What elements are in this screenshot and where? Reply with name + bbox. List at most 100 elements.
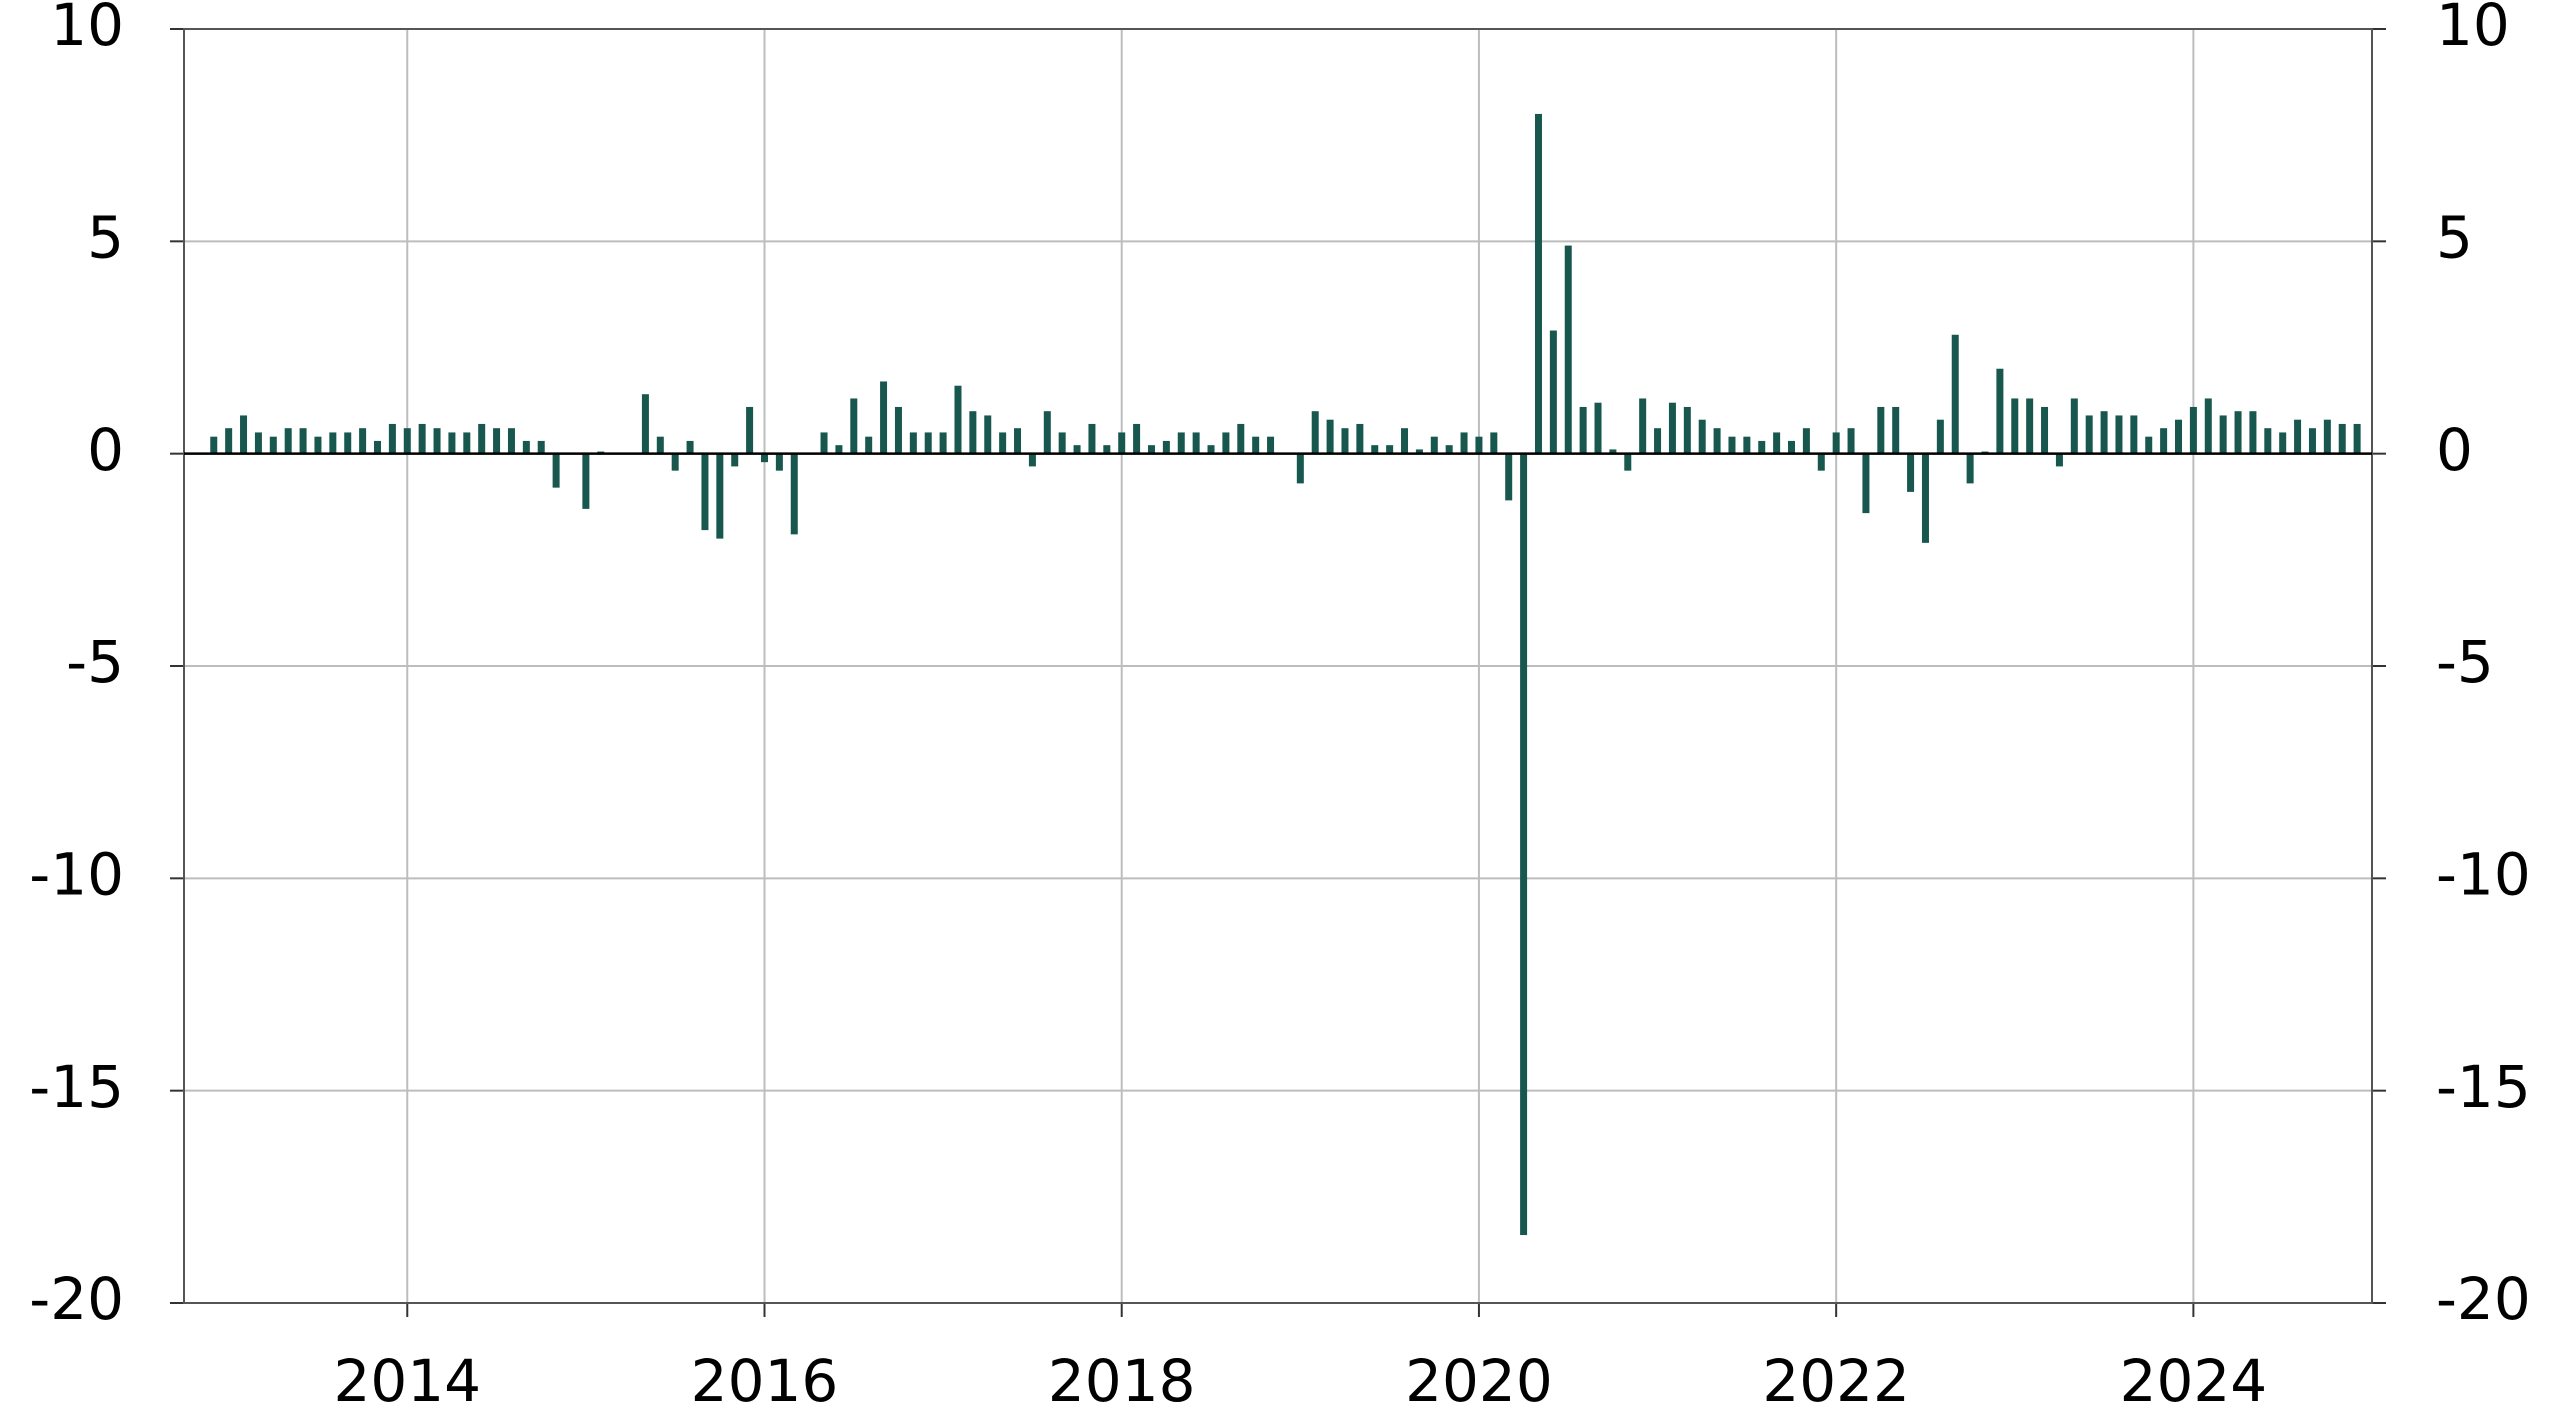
bar <box>939 432 947 454</box>
y-tick-label: 10 <box>50 0 124 59</box>
bar <box>686 440 694 454</box>
x-tick-label: 2022 <box>1762 1347 1910 1415</box>
bar <box>2308 428 2316 454</box>
bar <box>835 445 843 454</box>
y2-tick-label: -5 <box>2436 628 2494 696</box>
bar <box>2026 398 2034 454</box>
bar <box>1758 440 1766 454</box>
bar <box>1341 428 1349 454</box>
bar <box>1624 453 1632 471</box>
bar <box>1549 330 1557 454</box>
bar <box>1088 423 1096 454</box>
bar <box>1683 406 1691 454</box>
bar <box>2338 423 2346 454</box>
bar <box>388 423 396 454</box>
bar <box>1788 440 1796 454</box>
bar <box>2160 428 2168 454</box>
bar <box>1177 432 1185 454</box>
bar <box>254 432 262 454</box>
bar <box>1639 398 1647 454</box>
bar <box>850 398 858 454</box>
bar <box>1832 432 1840 454</box>
bar <box>1877 406 1885 454</box>
bar <box>1311 411 1319 454</box>
bar <box>1207 445 1215 454</box>
bar <box>909 432 917 454</box>
bar <box>1594 402 1602 454</box>
bar <box>2189 406 2197 454</box>
bar <box>2175 419 2183 454</box>
bar <box>433 428 441 454</box>
y2-tick-label: -15 <box>2436 1053 2531 1121</box>
bar <box>2100 411 2108 454</box>
bar <box>463 432 471 454</box>
y-tick-label: -15 <box>29 1053 124 1121</box>
bar <box>1267 436 1275 454</box>
bar <box>969 411 977 454</box>
bar <box>1192 432 1200 454</box>
bar <box>1073 445 1081 454</box>
bar <box>2115 415 2123 454</box>
bar <box>1520 453 1528 1236</box>
bar <box>2279 432 2287 454</box>
bar <box>656 436 664 454</box>
bar <box>2070 398 2078 454</box>
bar <box>1326 419 1334 454</box>
bar <box>1058 432 1066 454</box>
bar <box>641 394 649 454</box>
bar <box>2353 423 2361 454</box>
bar <box>775 453 783 471</box>
bar <box>1028 453 1036 467</box>
bar <box>2219 415 2227 454</box>
bar <box>344 432 352 454</box>
bar <box>225 428 233 454</box>
bar <box>746 406 754 454</box>
bar <box>1579 406 1587 454</box>
bar <box>1862 453 1870 514</box>
bar <box>2055 453 2063 467</box>
y2-tick-label: -20 <box>2436 1265 2531 1333</box>
bar <box>2041 406 2049 454</box>
bar <box>1401 428 1409 454</box>
bar <box>1460 432 1468 454</box>
bar <box>2145 436 2153 454</box>
bar <box>2085 415 2093 454</box>
bar <box>582 453 590 509</box>
bar <box>537 440 545 454</box>
bar <box>1014 428 1022 454</box>
bar <box>1147 445 1155 454</box>
bar <box>716 453 724 539</box>
bar <box>1118 432 1126 454</box>
bar <box>894 406 902 454</box>
y-tick-label: 5 <box>87 203 124 271</box>
y2-tick-label: -10 <box>2436 840 2531 908</box>
bar <box>522 440 530 454</box>
x-tick-label: 2016 <box>691 1347 839 1415</box>
bar <box>1505 453 1513 501</box>
bar <box>1222 432 1230 454</box>
bar <box>359 428 367 454</box>
bar <box>671 453 679 471</box>
bar <box>373 440 381 454</box>
bar <box>1802 428 1810 454</box>
bar <box>1534 113 1542 454</box>
bar <box>820 432 828 454</box>
bar <box>240 415 248 454</box>
y2-tick-label: 0 <box>2436 416 2473 484</box>
bar <box>2249 411 2257 454</box>
bar <box>1713 428 1721 454</box>
plot-frame <box>183 28 2373 1304</box>
bar <box>1386 445 1394 454</box>
bar <box>1668 402 1676 454</box>
bar <box>507 428 515 454</box>
bar <box>1490 432 1498 454</box>
bar <box>1162 440 1170 454</box>
bar <box>1654 428 1662 454</box>
bar <box>880 381 888 454</box>
bar <box>2011 398 2019 454</box>
bar <box>1415 449 1423 454</box>
bar <box>1951 334 1959 454</box>
bar <box>1609 449 1617 454</box>
x-tick-label: 2014 <box>333 1347 481 1415</box>
bar <box>1133 423 1141 454</box>
